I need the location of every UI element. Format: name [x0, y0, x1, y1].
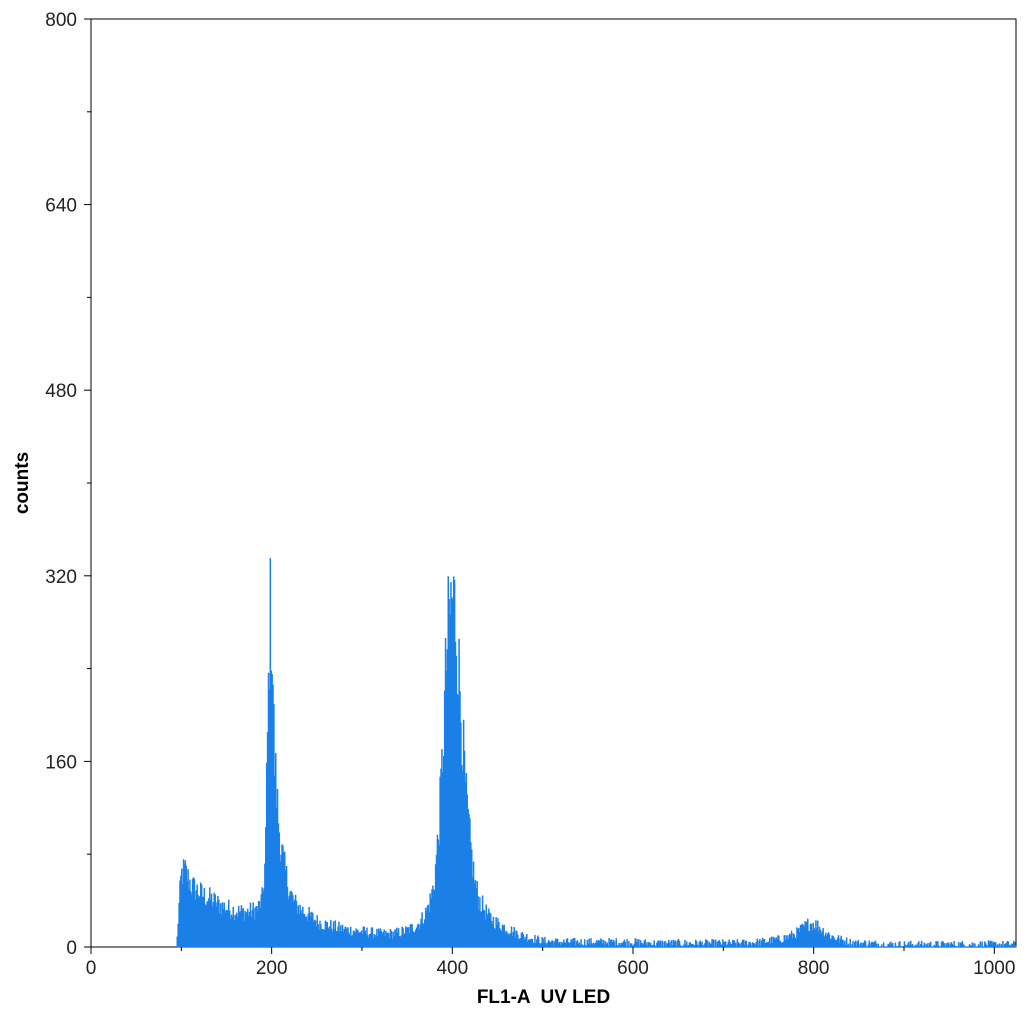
- x-axis: 0 200 400 600 800 1000: [86, 947, 1015, 979]
- x-tick-label: 600: [617, 958, 649, 979]
- x-tick-label: 200: [256, 958, 288, 979]
- x-tick-label: 1000: [973, 958, 1015, 979]
- y-axis-title: counts: [12, 452, 33, 514]
- y-tick-label: 800: [45, 10, 77, 31]
- x-axis-title: FL1-A UV LED: [477, 987, 610, 1008]
- histogram-series: [176, 558, 1017, 948]
- y-tick-label: 160: [45, 752, 77, 773]
- y-tick-label: 320: [45, 567, 77, 588]
- y-tick-label: 0: [66, 938, 77, 959]
- x-tick-label: 400: [436, 958, 468, 979]
- plot-area-border: [90, 18, 1017, 948]
- plot-frame: [90, 18, 1017, 948]
- y-tick-label: 480: [45, 381, 77, 402]
- histogram-layer: [176, 558, 1017, 948]
- x-tick-label: 0: [86, 958, 97, 979]
- y-tick-label: 640: [45, 196, 77, 217]
- x-tick-label: 800: [798, 958, 830, 979]
- y-axis: 0 160 320 480 640 800: [45, 10, 91, 959]
